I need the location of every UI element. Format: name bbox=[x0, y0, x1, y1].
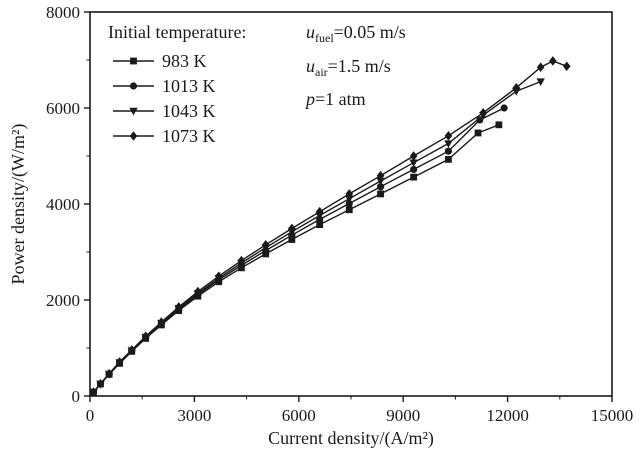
marker-diamond bbox=[115, 357, 124, 367]
marker-square bbox=[377, 190, 384, 198]
legend-entry: 1043 K bbox=[113, 101, 216, 121]
y-tick-label: 2000 bbox=[46, 291, 80, 310]
marker-circle bbox=[376, 183, 385, 191]
marker-diamond bbox=[214, 271, 223, 282]
marker-square bbox=[345, 206, 353, 214]
series-1043K bbox=[89, 78, 545, 397]
x-tick-label: 9000 bbox=[386, 406, 420, 425]
marker-triangle-down bbox=[536, 78, 545, 86]
marker-diamond bbox=[129, 131, 138, 141]
marker-square bbox=[288, 236, 296, 243]
series-line bbox=[92, 107, 505, 393]
marker-diamond bbox=[562, 61, 571, 72]
y-tick-label: 8000 bbox=[46, 3, 80, 22]
marker-diamond bbox=[536, 62, 545, 72]
marker-diamond bbox=[444, 131, 453, 141]
legend-entry: 983 K bbox=[113, 51, 207, 71]
marker-diamond bbox=[174, 302, 183, 312]
marker-square bbox=[495, 121, 503, 129]
marker-diamond bbox=[479, 108, 488, 118]
marker-triangle-down bbox=[129, 107, 138, 116]
y-tick-label: 4000 bbox=[46, 195, 80, 214]
y-axis: 0 2000 4000 6000 8000 Power density/(W/m²) bbox=[8, 3, 90, 406]
x-tick-label: 3000 bbox=[177, 406, 211, 425]
marker-diamond bbox=[315, 206, 324, 217]
marker-triangle-down bbox=[409, 159, 418, 168]
marker-diamond bbox=[127, 345, 136, 355]
marker-diamond bbox=[261, 240, 270, 250]
legend-entry: 1013 K bbox=[113, 76, 216, 96]
y-axis-title: Power density/(W/m²) bbox=[8, 124, 29, 285]
marker-triangle-down bbox=[444, 140, 453, 148]
marker-diamond bbox=[96, 378, 105, 389]
x-tick-label: 12000 bbox=[486, 406, 529, 425]
series-line bbox=[92, 124, 500, 393]
marker-circle bbox=[129, 82, 138, 90]
legend-entry-label: 983 K bbox=[162, 51, 207, 71]
marker-diamond bbox=[288, 223, 296, 234]
legend-entry-label: 1043 K bbox=[162, 101, 216, 121]
marker-circle bbox=[444, 147, 453, 155]
marker-diamond bbox=[512, 83, 521, 93]
annotations: ufuel=0.05 m/s uair=1.5 m/s p=1 atm bbox=[304, 22, 406, 109]
marker-diamond bbox=[194, 286, 202, 297]
marker-square bbox=[445, 155, 452, 163]
marker-square bbox=[316, 221, 324, 229]
x-axis: 0 3000 6000 9000 12000 15000 Current density/(… bbox=[86, 396, 634, 449]
series-line bbox=[92, 80, 541, 393]
marker-diamond bbox=[157, 317, 166, 327]
marker-circle bbox=[345, 199, 353, 208]
marker-diamond bbox=[345, 189, 354, 199]
marker-diamond bbox=[549, 56, 557, 66]
x-tick-label: 15000 bbox=[591, 406, 634, 425]
annotation: uair=1.5 m/s bbox=[306, 56, 391, 79]
marker-diamond bbox=[376, 170, 385, 181]
y-tick-label: 6000 bbox=[46, 99, 80, 118]
series-983K bbox=[90, 121, 503, 396]
marker-square bbox=[410, 173, 418, 181]
marker-circle bbox=[500, 104, 508, 112]
series-1073K bbox=[89, 56, 571, 397]
marker-square bbox=[130, 57, 137, 65]
legend-entry: 1073 K bbox=[113, 126, 216, 146]
legend: Initial temperature: 983 K 1013 K 1043 K 107… bbox=[108, 22, 246, 146]
x-axis-title: Current density/(A/m²) bbox=[268, 428, 434, 449]
marker-circle bbox=[476, 116, 484, 124]
marker-triangle-down bbox=[376, 177, 385, 186]
legend-entry-label: 1073 K bbox=[162, 126, 216, 146]
marker-square bbox=[474, 129, 482, 137]
marker-diamond bbox=[105, 368, 113, 379]
marker-diamond bbox=[409, 151, 418, 161]
marker-diamond bbox=[141, 331, 150, 342]
x-tick-label: 6000 bbox=[282, 406, 316, 425]
y-tick-label: 0 bbox=[72, 387, 81, 406]
x-tick-label: 0 bbox=[86, 406, 95, 425]
marker-circle bbox=[410, 165, 418, 174]
legend-entry-label: 1013 K bbox=[162, 76, 216, 96]
legend-title: Initial temperature: bbox=[108, 22, 246, 42]
marker-diamond bbox=[89, 387, 98, 397]
annotation: p=1 atm bbox=[304, 89, 366, 109]
annotation: ufuel=0.05 m/s bbox=[306, 22, 406, 45]
marker-triangle-down bbox=[345, 195, 354, 204]
marker-diamond bbox=[237, 255, 246, 266]
series-1013K bbox=[89, 104, 508, 396]
